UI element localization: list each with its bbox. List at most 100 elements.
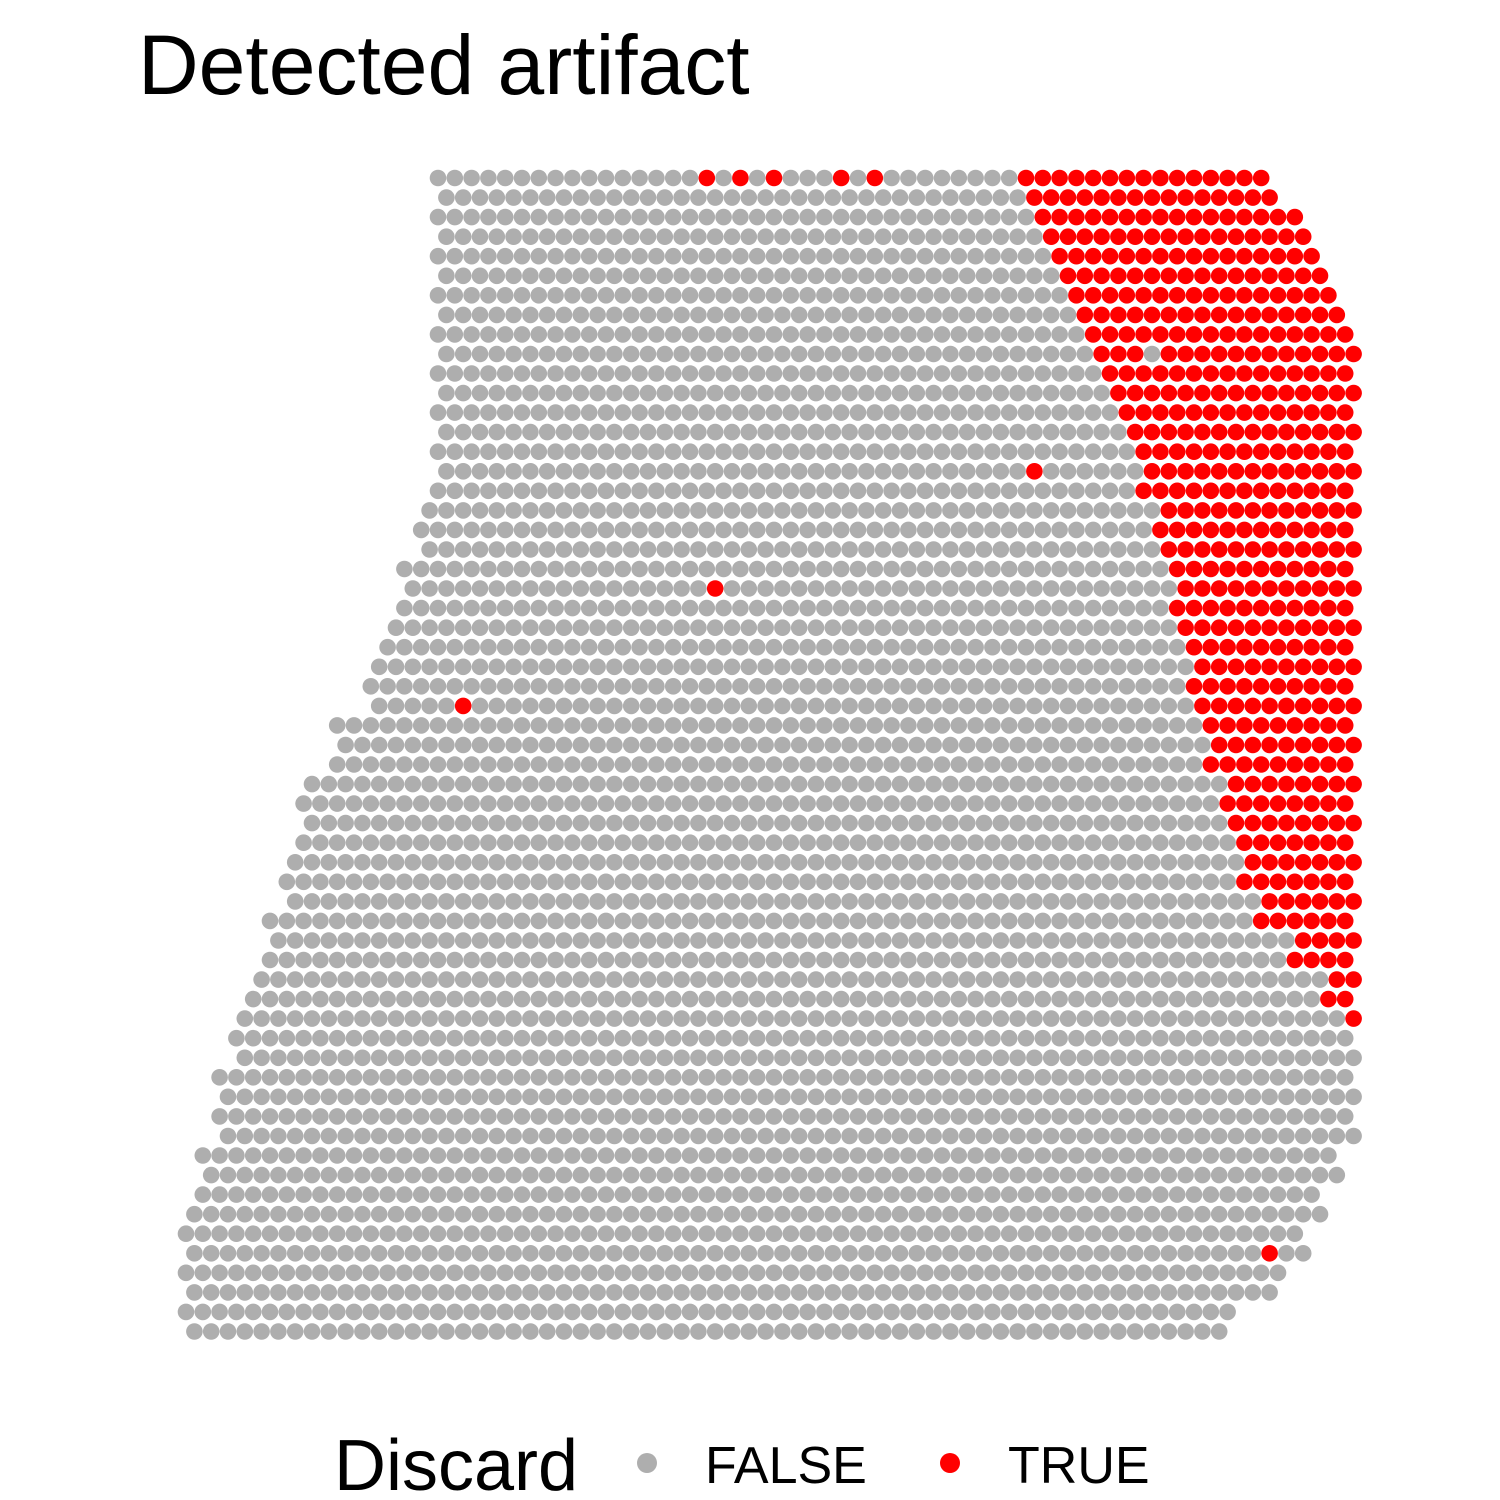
spot-point-false	[698, 834, 716, 851]
spot-point-false	[706, 1049, 724, 1067]
spot-point-false	[891, 189, 909, 206]
spot-point-false	[740, 814, 758, 832]
spot-point-false	[1009, 423, 1026, 441]
spot-point-false	[799, 1225, 816, 1242]
spot-point-false	[883, 521, 900, 539]
spot-point-false	[891, 345, 909, 363]
spot-point-false	[1093, 697, 1110, 715]
spot-point-false	[1227, 932, 1245, 949]
spot-point-false	[824, 345, 842, 363]
spot-point-false	[933, 834, 951, 851]
spot-point-false	[513, 169, 531, 187]
spot-point-false	[925, 1166, 942, 1184]
spot-point-true	[1336, 404, 1354, 421]
spot-point-false	[1009, 541, 1026, 558]
spot-point-false	[866, 443, 884, 461]
spot-point-false	[1244, 1284, 1262, 1301]
spot-point-false	[295, 1108, 312, 1125]
spot-point-false	[236, 1010, 254, 1027]
spot-point-true	[1261, 502, 1278, 519]
spot-point-false	[1009, 1284, 1026, 1301]
spot-point-false	[530, 365, 548, 382]
spot-point-false	[1194, 971, 1211, 988]
spot-point-false	[664, 560, 682, 578]
spot-point-false	[429, 1303, 447, 1321]
spot-point-false	[1185, 1069, 1203, 1086]
spot-point-false	[614, 1147, 632, 1164]
spot-point-false	[1068, 795, 1085, 812]
spot-point-false	[748, 365, 766, 382]
spot-point-false	[513, 208, 531, 226]
spot-point-false	[513, 326, 531, 343]
spot-point-false	[1068, 717, 1085, 734]
spot-point-true	[1118, 208, 1136, 226]
spot-point-false	[732, 521, 749, 539]
spot-point-false	[530, 1303, 548, 1321]
spot-point-false	[908, 345, 926, 363]
spot-point-false	[1185, 912, 1203, 930]
spot-point-false	[732, 795, 749, 812]
spot-point-true	[1219, 326, 1236, 343]
spot-point-false	[891, 619, 909, 636]
spot-point-false	[505, 1245, 522, 1262]
spot-point-true	[1177, 384, 1194, 402]
spot-point-false	[1068, 756, 1085, 773]
spot-point-false	[631, 1186, 648, 1203]
spot-point-false	[975, 619, 993, 636]
spot-point-false	[454, 1088, 472, 1106]
spot-point-false	[1000, 169, 1018, 187]
spot-point-false	[572, 775, 590, 793]
spot-point-false	[547, 638, 564, 656]
spot-point-false	[765, 1186, 783, 1203]
spot-point-false	[715, 1147, 732, 1164]
spot-point-true	[1303, 678, 1320, 695]
spot-point-false	[774, 1245, 791, 1262]
spot-point-false	[958, 580, 976, 597]
spot-point-true	[1252, 247, 1270, 265]
spot-point-false	[438, 854, 455, 871]
spot-point-false	[1034, 795, 1052, 812]
spot-point-false	[1009, 189, 1026, 206]
spot-point-false	[648, 1029, 665, 1047]
spot-point-false	[1026, 658, 1043, 676]
spot-point-false	[1185, 1264, 1203, 1282]
spot-point-false	[1110, 1049, 1127, 1067]
spot-point-true	[1202, 678, 1220, 695]
spot-point-false	[799, 599, 816, 617]
spot-point-false	[1093, 971, 1110, 988]
spot-point-false	[1160, 1284, 1178, 1301]
spot-point-false	[1042, 1049, 1060, 1067]
spot-point-false	[1059, 775, 1077, 793]
spot-point-true	[1345, 345, 1362, 363]
spot-point-true	[1194, 423, 1211, 441]
spot-point-false	[900, 638, 917, 656]
spot-point-false	[1244, 893, 1262, 910]
spot-point-true	[1345, 502, 1362, 519]
spot-point-false	[1093, 775, 1110, 793]
spot-point-false	[328, 1147, 346, 1164]
spot-point-false	[471, 854, 489, 871]
spot-point-false	[656, 580, 674, 597]
spot-point-false	[891, 1323, 909, 1340]
spot-point-false	[572, 580, 590, 597]
spot-point-false	[1303, 1108, 1320, 1125]
spot-point-false	[782, 599, 800, 617]
spot-point-false	[580, 951, 598, 969]
spot-point-false	[656, 854, 674, 871]
spot-point-false	[488, 1323, 506, 1340]
spot-point-false	[1210, 1245, 1228, 1262]
spot-point-true	[1210, 423, 1228, 441]
spot-point-false	[320, 854, 338, 871]
spot-point-false	[572, 306, 590, 324]
spot-point-false	[631, 521, 648, 539]
spot-point-false	[1177, 1049, 1194, 1067]
spot-point-false	[1101, 1264, 1119, 1282]
spot-point-true	[1160, 463, 1178, 480]
spot-point-true	[1219, 678, 1236, 695]
spot-point-false	[446, 717, 464, 734]
spot-point-false	[967, 365, 984, 382]
spot-point-false	[681, 169, 699, 187]
spot-point-true	[1294, 893, 1312, 910]
spot-point-false	[1269, 1186, 1287, 1203]
spot-point-false	[278, 1108, 296, 1125]
